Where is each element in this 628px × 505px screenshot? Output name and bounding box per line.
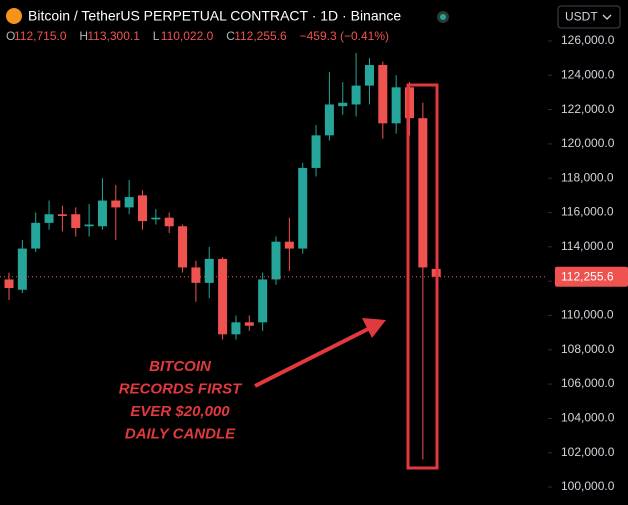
status-dot-inner [440, 14, 446, 20]
annotation-line: DAILY CANDLE [125, 425, 236, 442]
candle-body [231, 322, 241, 335]
candle-body [364, 65, 374, 86]
legend-value: 112,715.0 [14, 29, 67, 43]
annotation-line: RECORDS FIRST [119, 380, 243, 397]
candle-body [391, 87, 401, 124]
candle-body [84, 224, 94, 227]
candle-body [378, 65, 388, 124]
arrow-shaft [254, 326, 371, 388]
candle-body [271, 241, 281, 280]
candle-body [284, 241, 294, 249]
annotation-line: EVER $20,000 [130, 403, 230, 420]
y-tick-label: 114,000.0 [561, 239, 614, 253]
candle-body [298, 167, 308, 249]
candle-body [204, 258, 214, 283]
currency-select[interactable] [557, 5, 621, 29]
y-tick-label: 118,000.0 [561, 170, 614, 184]
candle-body [418, 118, 428, 268]
y-tick-label: 104,000.0 [561, 411, 615, 425]
candle-body [4, 279, 14, 289]
legend-key: O [6, 29, 15, 43]
y-tick-label: 100,000.0 [561, 479, 615, 493]
y-tick-label: 116,000.0 [561, 205, 614, 219]
y-tick-label: 126,000.0 [561, 33, 615, 47]
y-tick-label: 120,000.0 [561, 136, 615, 150]
y-tick-label: 106,000.0 [561, 376, 615, 390]
candle-body [97, 200, 107, 227]
candle-body [164, 217, 174, 227]
y-tick-label: 110,000.0 [561, 308, 614, 322]
candle-body [31, 222, 41, 249]
dropdown-chevron [602, 14, 612, 20]
legend-value: 113,300.1 [87, 29, 140, 43]
y-tick-label: 102,000.0 [561, 445, 615, 459]
legend-key: L [153, 29, 160, 43]
coin-icon [6, 8, 22, 24]
highlight-box [406, 83, 439, 470]
legend-value: 110,022.0 [161, 29, 214, 43]
candle-body [151, 217, 161, 220]
legend-value: 112,255.6 [234, 29, 287, 43]
currency-label[interactable]: USDT [565, 10, 598, 24]
candle-body [178, 226, 188, 268]
candle-body [124, 197, 134, 208]
candle-body [218, 258, 228, 335]
candle-body [258, 279, 268, 323]
candle-body [138, 195, 147, 222]
candle-body [57, 214, 67, 216]
y-tick-label: 124,000.0 [561, 67, 615, 81]
y-tick-label: 122,000.0 [561, 102, 615, 116]
candle-body [71, 214, 81, 228]
candle-body [244, 322, 254, 326]
legend-key: H [79, 29, 88, 43]
last-price-tag [555, 266, 628, 287]
candle-body [17, 248, 27, 290]
candle-body [324, 104, 334, 136]
arrow-head [362, 318, 386, 338]
annotation-line: BITCOIN [149, 358, 212, 375]
legend-change: −459.3 (−0.41%) [300, 29, 389, 43]
candle-body [311, 135, 321, 168]
candle-body [338, 102, 348, 107]
y-tick-label: 108,000.0 [561, 342, 615, 356]
candle-body [351, 85, 361, 105]
candle-body [111, 200, 121, 208]
chart-title: Bitcoin / TetherUS PERPETUAL CONTRACT · … [28, 8, 401, 24]
annotation: BITCOIN RECORDS FIRST EVER $20,000 DAILY CA… [119, 83, 439, 470]
legend-key: C [226, 29, 235, 43]
candle-body [44, 214, 54, 223]
candle-body [191, 267, 201, 283]
last-price-label: 112,255.6 [561, 269, 614, 283]
